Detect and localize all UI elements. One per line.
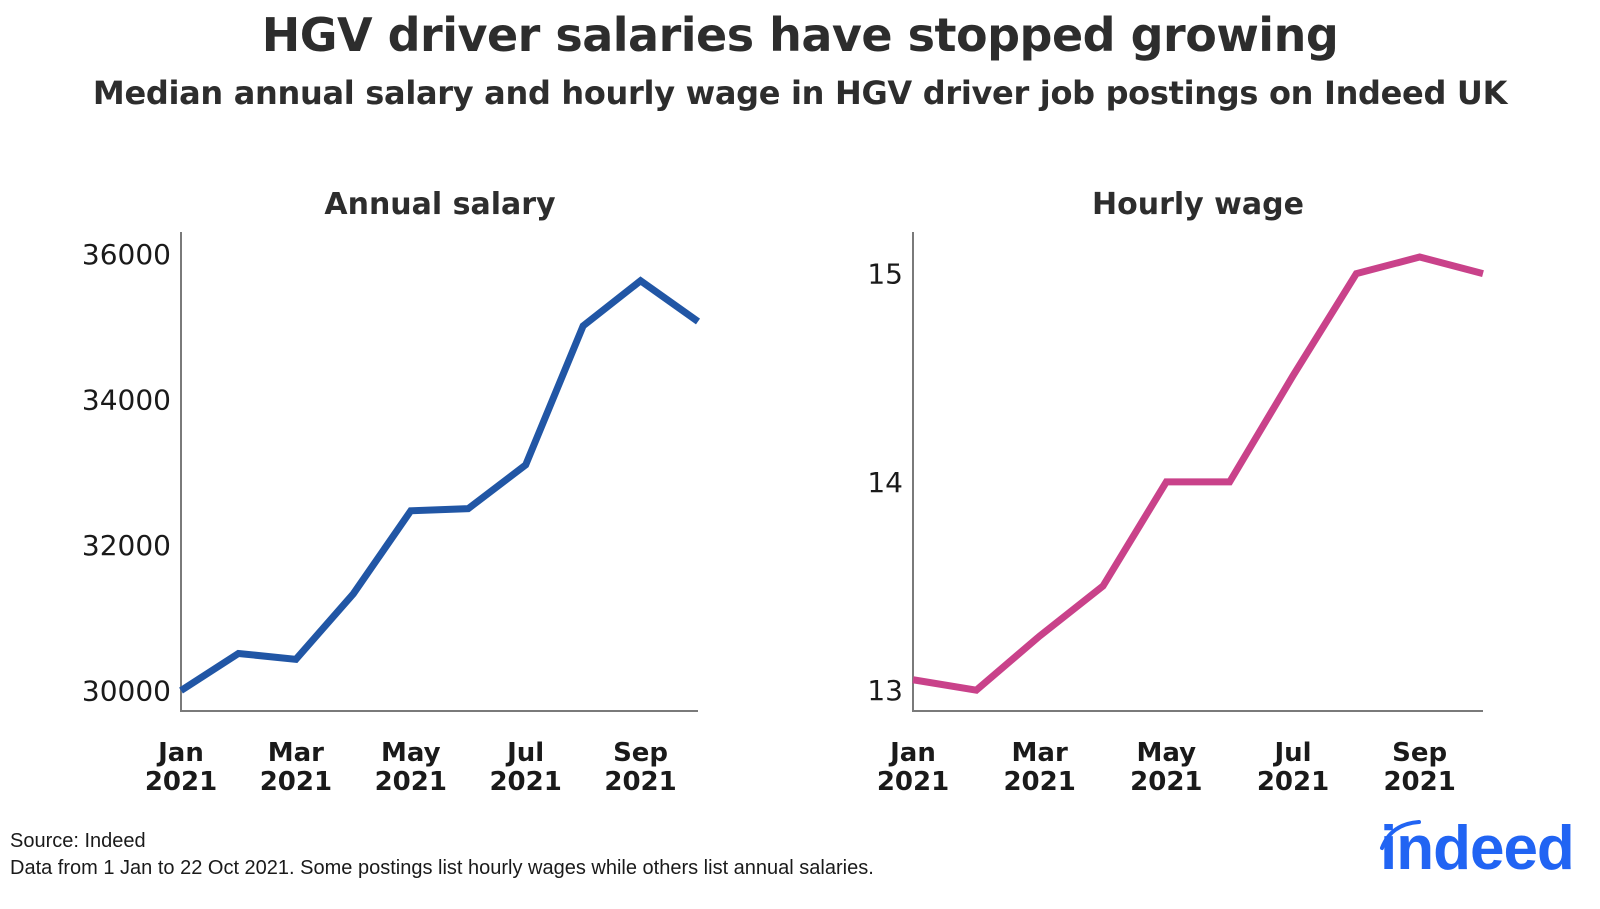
hourly-wage-x-tick-label: 2021 — [1257, 767, 1329, 797]
annual-salary-line — [179, 276, 701, 694]
hourly-wage-y-tick-label: 15 — [867, 258, 903, 291]
annual-salary-y-tick-label: 34000 — [82, 383, 171, 416]
hourly-wage-x-tick-label: Jan — [888, 738, 936, 768]
annual-salary-y-tick-label: 32000 — [82, 529, 171, 562]
hourly-wage-x-tick-label: 2021 — [1383, 767, 1455, 797]
annual-salary-x-tick-label: Mar — [268, 738, 324, 768]
annual-salary-x-tick-label: Jul — [505, 738, 544, 768]
hourly-wage-x-tick-label: Sep — [1392, 738, 1447, 768]
hourly-wage-x-tick-label: 2021 — [1130, 767, 1202, 797]
hourly-wage-x-tick-label: Mar — [1012, 738, 1068, 768]
hourly-wage-y-ticks: 13 14 15 — [867, 258, 903, 708]
annual-salary-x-tick-label: 2021 — [145, 767, 217, 797]
source-note: Source: Indeed — [10, 830, 146, 852]
annual-salary-x-tick-label: May — [381, 738, 441, 768]
hourly-wage-axes — [912, 232, 1483, 712]
hourly-wage-line — [912, 253, 1484, 694]
hourly-wage-x-tick-label: May — [1137, 738, 1197, 768]
annual-salary-axes — [180, 232, 698, 712]
annual-salary-x-tick-label: 2021 — [375, 767, 447, 797]
indeed-logo-arc-icon — [1380, 820, 1421, 850]
hourly-wage-y-tick-label: 14 — [867, 466, 903, 499]
annual-salary-x-tick-label: 2021 — [489, 767, 561, 797]
chart-subtitle: Median annual salary and hourly wage in … — [92, 74, 1508, 112]
hourly-wage-y-tick-label: 13 — [867, 674, 903, 707]
annual-salary-x-tick-label: 2021 — [260, 767, 332, 797]
chart-title: HGV driver salaries have stopped growing — [261, 8, 1339, 62]
indeed-logo: indeed — [1380, 814, 1575, 883]
hourly-wage-title: Hourly wage — [1092, 187, 1304, 222]
annual-salary-y-tick-label: 30000 — [82, 675, 171, 708]
hourly-wage-x-tick-label: 2021 — [1003, 767, 1075, 797]
annual-salary-y-tick-label: 36000 — [82, 238, 171, 271]
annual-salary-x-tick-label: Jan — [156, 738, 204, 768]
annual-salary-x-tick-label: 2021 — [604, 767, 676, 797]
annual-salary-y-ticks: 30000 32000 34000 36000 — [82, 238, 171, 708]
annual-salary-x-tick-label: Sep — [613, 738, 668, 768]
data-note: Data from 1 Jan to 22 Oct 2021. Some pos… — [10, 857, 874, 879]
hourly-wage-x-tick-label: 2021 — [877, 767, 949, 797]
hourly-wage-x-tick-label: Jul — [1272, 738, 1311, 768]
annual-salary-title: Annual salary — [324, 187, 556, 222]
